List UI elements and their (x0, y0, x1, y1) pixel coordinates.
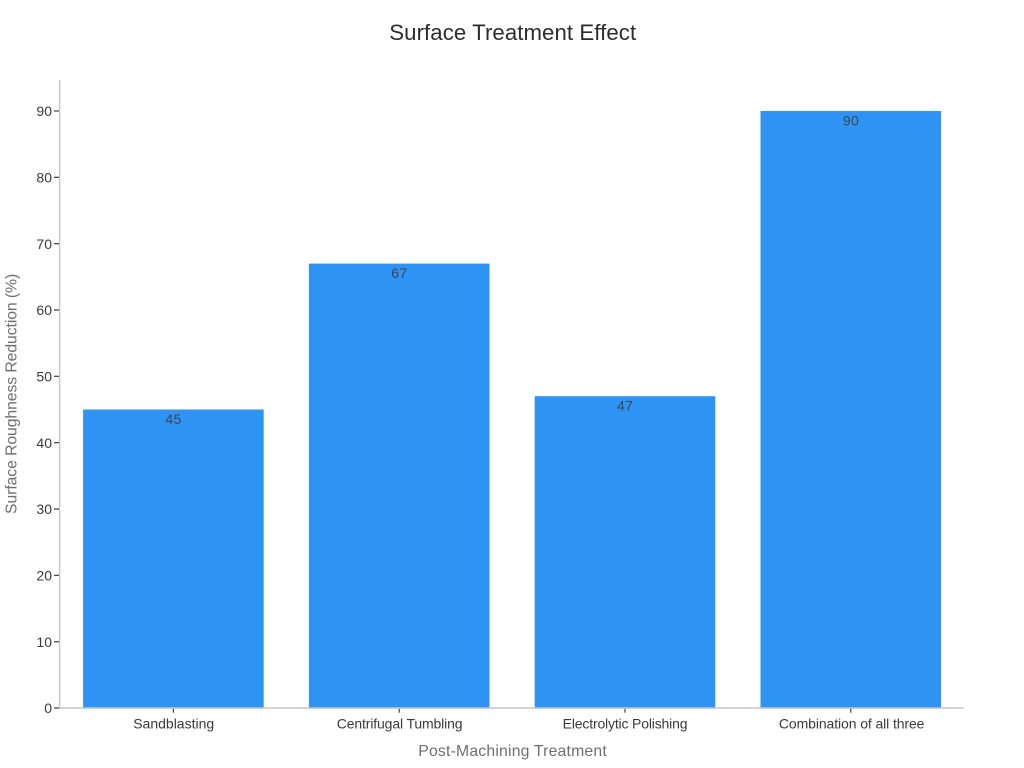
svg-text:Electrolytic Polishing: Electrolytic Polishing (563, 716, 688, 732)
svg-text:Sandblasting: Sandblasting (133, 716, 214, 732)
svg-text:Centrifugal Tumbling: Centrifugal Tumbling (337, 716, 463, 732)
svg-text:50: 50 (36, 368, 52, 384)
svg-text:67: 67 (391, 265, 407, 281)
svg-text:70: 70 (36, 236, 52, 252)
svg-text:90: 90 (843, 112, 859, 128)
svg-text:45: 45 (165, 411, 181, 427)
svg-text:47: 47 (617, 398, 633, 414)
svg-text:Surface Roughness Reduction (%: Surface Roughness Reduction (%) (3, 274, 20, 514)
svg-text:10: 10 (36, 634, 52, 650)
svg-text:Surface Treatment Effect: Surface Treatment Effect (389, 20, 636, 45)
svg-text:60: 60 (36, 302, 52, 318)
svg-text:80: 80 (36, 169, 52, 185)
svg-text:Post-Machining Treatment: Post-Machining Treatment (418, 743, 607, 760)
svg-text:20: 20 (36, 567, 52, 583)
svg-text:0: 0 (44, 700, 52, 716)
svg-text:90: 90 (36, 103, 52, 119)
svg-text:Combination of all three: Combination of all three (779, 716, 925, 732)
svg-text:30: 30 (36, 501, 52, 517)
svg-text:40: 40 (36, 435, 52, 451)
